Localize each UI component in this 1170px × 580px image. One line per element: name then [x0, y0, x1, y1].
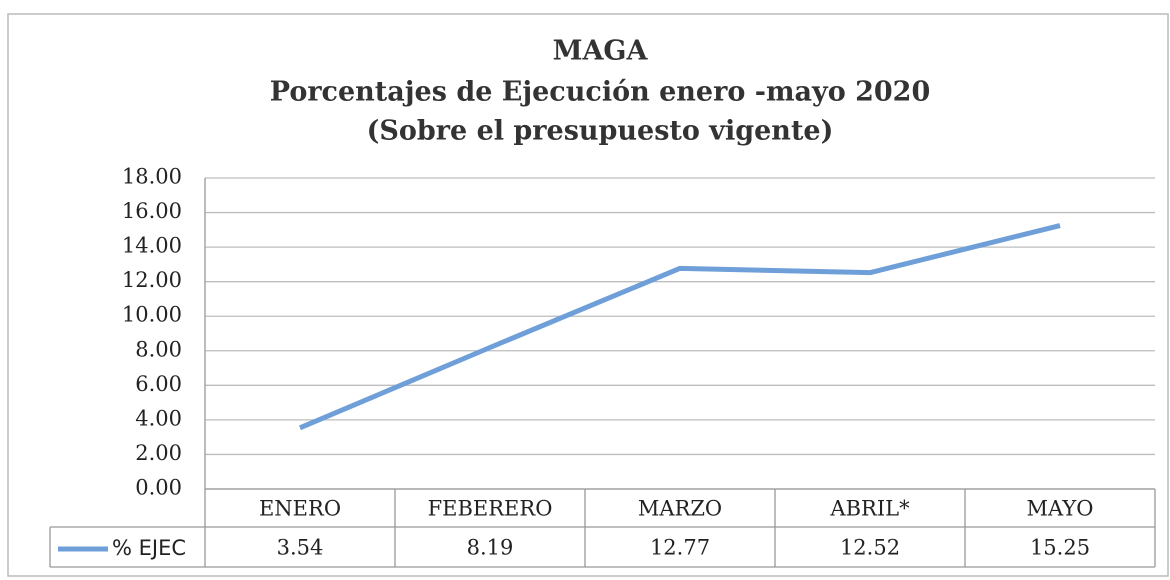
x-tick-label: MARZO: [638, 497, 722, 521]
table-value: 15.25: [1030, 536, 1090, 560]
y-tick-label: 8.00: [135, 337, 182, 361]
chart-title: (Sobre el presupuesto vigente): [367, 116, 834, 147]
table-value: 12.52: [840, 536, 900, 560]
chart-border: [7, 13, 1169, 577]
y-tick-label: 14.00: [122, 234, 182, 258]
table-value: 3.54: [277, 536, 324, 560]
x-tick-label: MAYO: [1027, 497, 1094, 521]
y-tick-label: 4.00: [135, 406, 182, 430]
chart-title: Porcentajes de Ejecución enero -mayo 202…: [270, 77, 931, 108]
y-tick-label: 10.00: [122, 303, 182, 327]
x-tick-label: FEBERERO: [428, 497, 553, 521]
x-tick-label: ENERO: [259, 497, 341, 521]
y-tick-label: 16.00: [122, 199, 182, 223]
y-tick-label: 12.00: [122, 268, 182, 292]
table-value: 8.19: [467, 536, 514, 560]
table-value: 12.77: [650, 536, 710, 560]
legend-label: % EJEC: [112, 536, 186, 560]
y-tick-label: 0.00: [135, 476, 182, 500]
y-tick-label: 18.00: [122, 165, 182, 189]
y-tick-label: 6.00: [135, 372, 182, 396]
x-tick-label: ABRIL*: [829, 497, 910, 521]
y-tick-label: 2.00: [135, 441, 182, 465]
chart-title: MAGA: [553, 36, 649, 67]
series-line: [299, 223, 1061, 431]
